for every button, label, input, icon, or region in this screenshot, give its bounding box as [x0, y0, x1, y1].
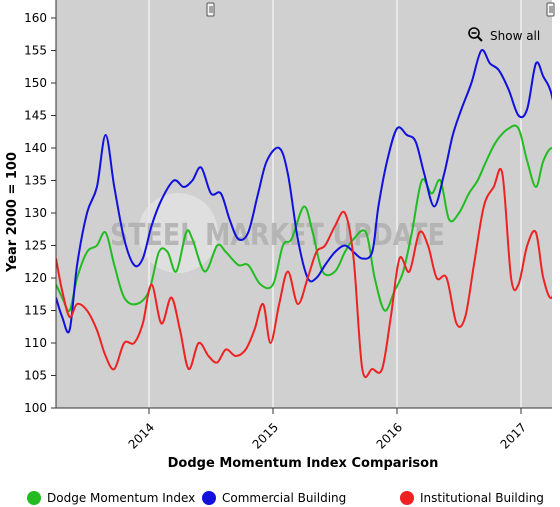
plot-area [56, 0, 552, 408]
x-ticks: 2014 2015 2016 2017 [126, 408, 529, 452]
y-tick-label: 110 [24, 336, 47, 350]
y-tick-label: 105 [24, 369, 47, 383]
legend-marker [202, 491, 216, 505]
y-tick-label: 115 [24, 304, 47, 318]
show-all-button[interactable]: Show all [463, 24, 549, 46]
y-tick-label: 100 [24, 401, 47, 415]
series-line-1[interactable] [56, 49, 560, 334]
y-ticks: 100 105 110 115 120 125 130 135 140 145 150 155 160 [24, 11, 56, 415]
y-axis-title: Year 2000 = 100 [5, 152, 20, 273]
y-tick-label: 160 [24, 11, 47, 25]
zoom-out-icon [468, 27, 480, 39]
show-all-label: Show all [490, 29, 540, 43]
legend-label: Institutional Building [420, 491, 544, 505]
legend: Dodge Momentum Index Commercial Building I… [27, 491, 544, 505]
x-tick-label: 2015 [250, 420, 281, 451]
y-tick-label: 140 [24, 141, 47, 155]
x-tick-label: 2017 [498, 420, 529, 451]
grid [148, 0, 522, 408]
series-line-2[interactable] [56, 167, 560, 379]
y-tick-label: 130 [24, 206, 47, 220]
series-layer [56, 49, 560, 379]
axes [55, 0, 552, 409]
y-tick-label: 125 [24, 239, 47, 253]
y-tick-label: 145 [24, 109, 47, 123]
legend-item[interactable]: Institutional Building [400, 491, 544, 505]
legend-item[interactable]: Dodge Momentum Index [27, 491, 195, 505]
legend-label: Commercial Building [222, 491, 346, 505]
x-tick-label: 2016 [374, 420, 405, 451]
y-tick-label: 120 [24, 271, 47, 285]
x-tick-label: 2014 [126, 420, 157, 451]
legend-item[interactable]: Commercial Building [202, 491, 346, 505]
x-axis-title: Dodge Momentum Index Comparison [168, 456, 439, 471]
y-tick-label: 155 [24, 44, 47, 58]
range-slider[interactable] [206, 2, 555, 17]
legend-marker [400, 491, 414, 505]
watermark-text: STEEL MARKET UPDATE [110, 218, 445, 253]
y-tick-label: 150 [24, 76, 47, 90]
series-line-0[interactable] [56, 124, 560, 313]
legend-marker [27, 491, 41, 505]
y-tick-label: 135 [24, 174, 47, 188]
legend-label: Dodge Momentum Index [47, 491, 195, 505]
watermark: STEEL MARKET UPDATE [110, 193, 445, 273]
